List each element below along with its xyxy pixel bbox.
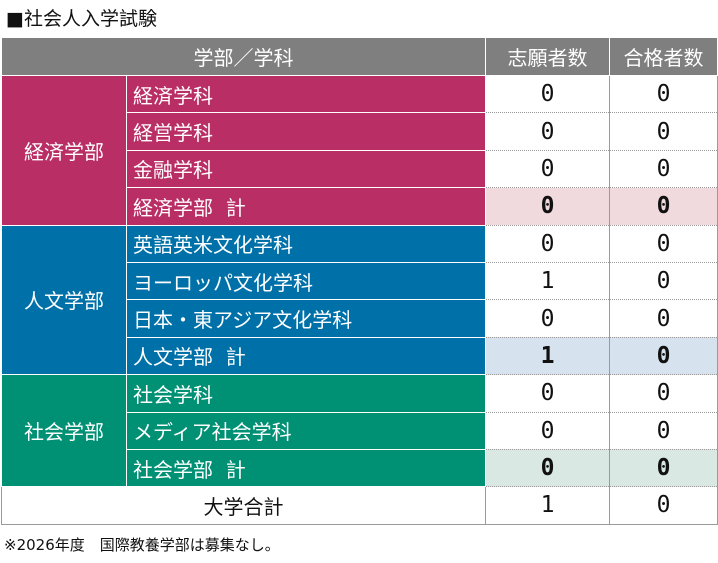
total-row: 大学合計 1 0 <box>1 486 718 525</box>
dept-label: 社会学科 <box>126 374 486 413</box>
subtotal-admitted: 0 <box>609 336 718 376</box>
table-row: 人文学部 英語英米文化学科 0 0 <box>1 224 718 376</box>
total-label: 大学合計 <box>1 486 486 525</box>
subtotal-admitted: 0 <box>609 187 718 226</box>
header-admitted: 合格者数 <box>609 37 718 76</box>
admitted-value: 0 <box>609 261 718 301</box>
dept-label: 日本・東アジア文化学科 <box>126 299 486 338</box>
dept-label: 英語英米文化学科 <box>126 224 486 263</box>
table-row: 社会学部 社会学科 0 0 <box>1 374 718 488</box>
applicants-value: 0 <box>485 112 610 151</box>
applicants-value: 0 <box>485 299 610 338</box>
subtotal-label: 経済学部 計 <box>126 187 486 226</box>
table-row: 金融学科 0 0 <box>2 149 718 189</box>
admitted-value: 0 <box>609 299 718 338</box>
admitted-value: 0 <box>609 411 718 450</box>
subtotal-applicants: 1 <box>485 336 610 376</box>
table-row: 日本・東アジア文化学科 0 0 <box>2 299 718 338</box>
admitted-value: 0 <box>609 374 718 413</box>
faculty-sociology: 社会学部 <box>1 374 127 488</box>
dept-label: 金融学科 <box>126 149 486 189</box>
dept-label: メディア社会学科 <box>126 411 486 450</box>
page-title: ■社会人入学試験 <box>6 8 157 30</box>
dept-label: 経営学科 <box>126 112 486 151</box>
subtotal-applicants: 0 <box>485 187 610 226</box>
footnote: ※2026年度 国際教養学部は募集なし。 <box>4 536 280 554</box>
applicants-value: 1 <box>485 261 610 301</box>
dept-label: ヨーロッパ文化学科 <box>126 261 486 301</box>
applicants-value: 0 <box>485 374 610 413</box>
applicants-value: 0 <box>485 74 610 114</box>
applicants-value: 0 <box>485 149 610 189</box>
table-row: 経済学部 経済学科 0 0 <box>1 74 718 226</box>
admitted-value: 0 <box>609 149 718 189</box>
faculty-economics: 経済学部 <box>1 75 127 226</box>
admitted-value: 0 <box>609 74 718 114</box>
applicants-value: 0 <box>485 224 610 263</box>
subtotal-row: 人文学部 計 1 0 <box>2 336 718 376</box>
admitted-value: 0 <box>609 112 718 151</box>
header-applicants: 志願者数 <box>485 37 610 76</box>
admissions-table: 学部／学科 志願者数 合格者数 経済学部 経済学科 0 0 経営学科 0 0 金… <box>1 37 718 525</box>
total-admitted: 0 <box>609 486 718 525</box>
subtotal-admitted: 0 <box>609 448 718 488</box>
header-row: 学部／学科 志願者数 合格者数 <box>1 37 718 76</box>
table-row: ヨーロッパ文化学科 1 0 <box>2 261 718 301</box>
applicants-value: 0 <box>485 411 610 450</box>
admitted-value: 0 <box>609 224 718 263</box>
subtotal-label: 社会学部 計 <box>126 448 486 488</box>
subtotal-label: 人文学部 計 <box>126 336 486 376</box>
total-applicants: 1 <box>485 486 610 525</box>
table-row: メディア社会学科 0 0 <box>2 411 718 450</box>
subtotal-applicants: 0 <box>485 448 610 488</box>
subtotal-row: 社会学部 計 0 0 <box>2 448 718 488</box>
dept-label: 経済学科 <box>126 74 486 114</box>
subtotal-row: 経済学部 計 0 0 <box>2 187 718 226</box>
header-dept: 学部／学科 <box>1 37 486 76</box>
faculty-humanities: 人文学部 <box>1 224 127 376</box>
